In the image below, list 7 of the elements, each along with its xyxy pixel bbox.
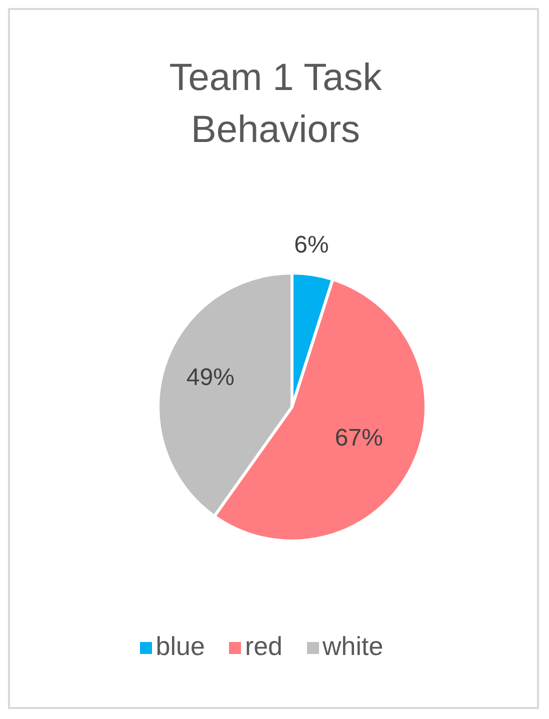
data-label: 49% [186, 364, 234, 392]
data-label: 67% [334, 424, 383, 452]
legend-label: white [322, 631, 384, 661]
chart-title: Team 1 Task Behaviors [168, 56, 383, 153]
legend-label: blue [156, 631, 205, 661]
data-label: 6% [294, 231, 329, 258]
legend-label: red [244, 631, 283, 661]
